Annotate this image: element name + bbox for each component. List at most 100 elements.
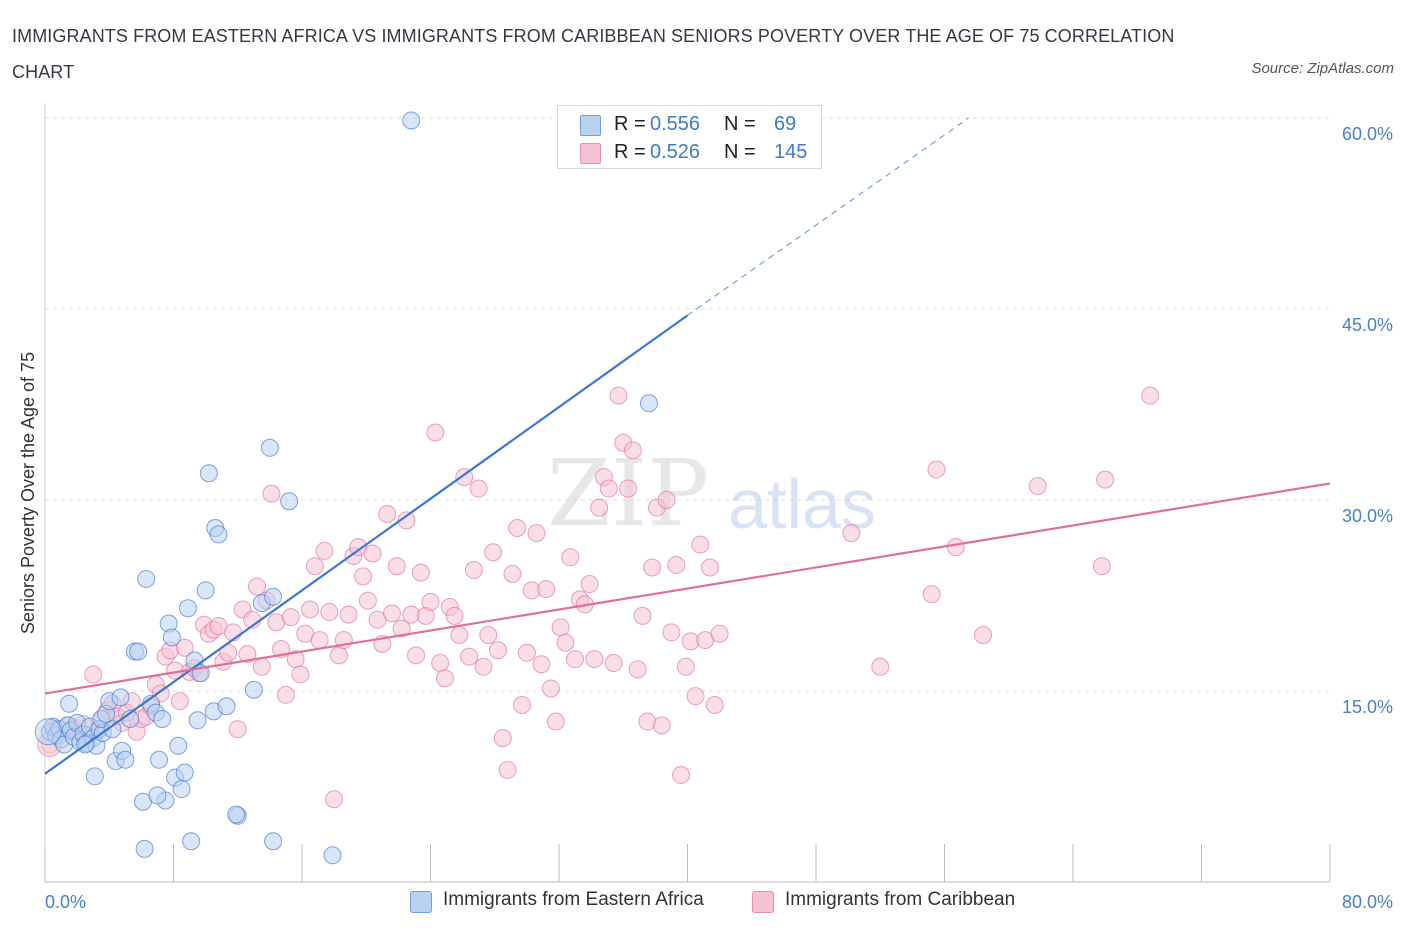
point-caribbean xyxy=(354,567,373,586)
point-eastern-africa xyxy=(137,569,156,588)
point-caribbean xyxy=(1028,476,1047,495)
point-eastern-africa xyxy=(182,832,201,851)
point-eastern-africa xyxy=(172,780,191,799)
point-eastern-africa xyxy=(148,786,167,805)
x-tick-label-min: 0.0% xyxy=(45,892,86,912)
point-eastern-africa xyxy=(402,111,421,130)
point-caribbean xyxy=(871,657,890,676)
point-eastern-africa xyxy=(178,599,197,618)
point-caribbean xyxy=(238,645,257,664)
point-caribbean xyxy=(633,606,652,625)
point-eastern-africa xyxy=(639,394,658,413)
point-caribbean xyxy=(281,608,300,627)
point-caribbean xyxy=(623,441,642,460)
point-eastern-africa xyxy=(199,464,218,483)
point-caribbean xyxy=(710,624,729,643)
point-caribbean xyxy=(460,647,479,666)
legend-n-value: 69 xyxy=(774,113,797,135)
point-caribbean xyxy=(599,479,618,498)
point-caribbean xyxy=(305,557,324,576)
point-caribbean xyxy=(84,665,103,684)
point-caribbean xyxy=(628,660,647,679)
point-caribbean xyxy=(676,657,695,676)
point-caribbean xyxy=(842,524,861,543)
point-caribbean xyxy=(310,631,329,650)
point-caribbean xyxy=(426,423,445,442)
point-caribbean xyxy=(170,692,189,711)
point-caribbean xyxy=(537,580,556,599)
trend-line-eastern-africa xyxy=(44,314,689,775)
point-caribbean xyxy=(276,685,295,704)
point-eastern-africa xyxy=(209,525,228,544)
point-caribbean xyxy=(498,760,517,779)
point-caribbean xyxy=(672,766,691,785)
point-eastern-africa xyxy=(264,587,283,606)
point-eastern-africa xyxy=(217,697,236,716)
point-eastern-africa xyxy=(227,805,246,824)
point-eastern-africa xyxy=(85,767,104,786)
legend-label-caribbean: Immigrants from Caribbean xyxy=(785,889,1016,910)
point-caribbean xyxy=(1141,386,1160,405)
point-caribbean xyxy=(686,687,705,706)
series-legend: Immigrants from Eastern Africa Immigrant… xyxy=(0,888,1406,918)
point-caribbean xyxy=(387,557,406,576)
point-eastern-africa-large xyxy=(34,718,62,746)
point-caribbean xyxy=(358,591,377,610)
point-caribbean xyxy=(513,696,532,715)
point-caribbean xyxy=(556,633,575,652)
x-tick-label-max: 80.0% xyxy=(1342,892,1393,912)
legend-swatch-pink xyxy=(580,143,601,164)
point-caribbean xyxy=(445,606,464,625)
point-caribbean xyxy=(561,548,580,567)
legend-n-value: 145 xyxy=(774,141,808,163)
point-caribbean xyxy=(431,653,450,672)
point-caribbean xyxy=(325,790,344,809)
series-eastern-africa-points xyxy=(34,111,658,865)
point-caribbean xyxy=(532,655,551,674)
legend-n-label: N = xyxy=(724,141,756,163)
point-eastern-africa xyxy=(264,832,283,851)
trend-lines xyxy=(44,117,1331,775)
point-eastern-africa xyxy=(150,750,169,769)
point-eastern-africa xyxy=(135,839,154,858)
point-eastern-africa xyxy=(103,720,122,739)
point-caribbean xyxy=(657,491,676,509)
point-eastern-africa xyxy=(188,711,207,730)
point-eastern-africa xyxy=(323,846,342,865)
point-caribbean xyxy=(590,498,609,517)
point-caribbean xyxy=(382,604,401,623)
point-caribbean xyxy=(435,669,454,688)
point-eastern-africa xyxy=(280,492,299,511)
point-caribbean xyxy=(474,657,493,676)
point-caribbean xyxy=(320,603,339,622)
y-tick-label: 15.0% xyxy=(1342,697,1393,717)
y-axis-label: Seniors Poverty Over the Age of 75 xyxy=(18,352,38,634)
point-eastern-africa xyxy=(162,628,181,647)
point-caribbean xyxy=(378,505,397,524)
point-eastern-africa xyxy=(111,688,130,707)
trend-line-eastern-africa-extension xyxy=(687,117,969,316)
point-caribbean xyxy=(927,460,946,479)
point-caribbean xyxy=(301,600,320,619)
point-caribbean xyxy=(248,577,267,596)
point-caribbean xyxy=(503,564,522,583)
point-caribbean xyxy=(228,720,247,739)
chart-title: IMMIGRANTS FROM EASTERN AFRICA VS IMMIGR… xyxy=(12,26,1175,82)
point-caribbean xyxy=(546,712,565,731)
point-caribbean xyxy=(329,646,348,665)
point-caribbean xyxy=(407,646,426,665)
point-caribbean xyxy=(479,625,498,644)
legend: R = 0.556 N = 69 R = 0.526 N = 145 xyxy=(557,105,822,169)
point-caribbean xyxy=(493,729,512,748)
point-caribbean xyxy=(974,625,993,644)
point-caribbean xyxy=(946,538,965,557)
point-caribbean xyxy=(619,479,638,498)
point-caribbean xyxy=(517,643,536,662)
legend-n-label: N = xyxy=(724,113,756,135)
legend-label-eastern-africa: Immigrants from Eastern Africa xyxy=(443,889,704,910)
legend-r-label: R = xyxy=(614,141,646,163)
point-caribbean xyxy=(397,511,416,530)
point-caribbean xyxy=(551,618,570,637)
point-caribbean xyxy=(585,650,604,669)
